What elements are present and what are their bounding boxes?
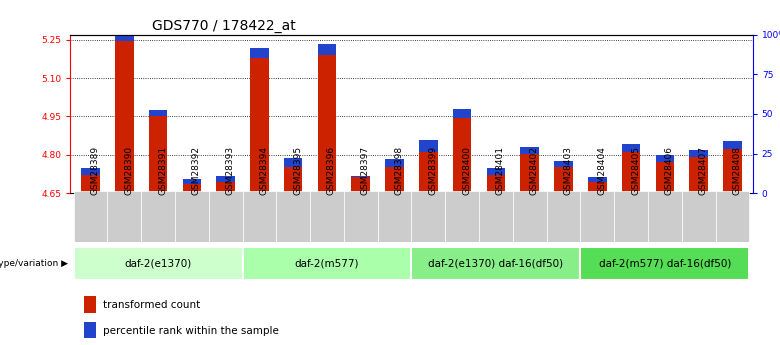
Bar	[520, 147, 539, 154]
Bar	[317, 55, 336, 193]
Bar	[149, 110, 168, 116]
FancyBboxPatch shape	[175, 191, 209, 242]
Bar	[555, 167, 573, 193]
FancyBboxPatch shape	[276, 191, 310, 242]
FancyBboxPatch shape	[344, 191, 378, 242]
Bar	[183, 184, 201, 193]
Text: GSM28394: GSM28394	[260, 147, 268, 196]
Text: GSM28400: GSM28400	[462, 147, 471, 196]
Text: GSM28402: GSM28402	[530, 147, 539, 196]
Text: daf-2(m577) daf-16(df50): daf-2(m577) daf-16(df50)	[599, 259, 731, 269]
FancyBboxPatch shape	[411, 191, 445, 242]
Bar	[216, 176, 235, 183]
Bar	[555, 161, 573, 167]
Text: transformed count: transformed count	[103, 300, 200, 310]
Bar	[622, 144, 640, 152]
FancyBboxPatch shape	[141, 191, 175, 242]
FancyBboxPatch shape	[310, 191, 344, 242]
Text: GSM28407: GSM28407	[699, 147, 707, 196]
Text: daf-2(m577): daf-2(m577)	[295, 259, 360, 269]
Bar	[284, 167, 303, 193]
Bar	[419, 152, 438, 193]
FancyBboxPatch shape	[479, 191, 512, 242]
Text: GSM28389: GSM28389	[90, 146, 100, 196]
Bar	[385, 167, 404, 193]
Text: GSM28392: GSM28392	[192, 147, 200, 196]
FancyBboxPatch shape	[209, 191, 243, 242]
FancyBboxPatch shape	[715, 191, 750, 242]
Bar	[250, 48, 268, 58]
Bar	[622, 152, 640, 193]
Bar	[453, 109, 471, 118]
Text: GSM28396: GSM28396	[327, 146, 336, 196]
Text: GSM28401: GSM28401	[496, 147, 505, 196]
FancyBboxPatch shape	[648, 191, 682, 242]
Bar	[317, 44, 336, 55]
Bar	[655, 162, 674, 193]
Bar	[453, 118, 471, 193]
FancyBboxPatch shape	[547, 191, 580, 242]
Bar	[690, 150, 708, 157]
FancyBboxPatch shape	[411, 247, 580, 280]
Text: GSM28405: GSM28405	[631, 147, 640, 196]
Bar	[588, 183, 607, 193]
FancyBboxPatch shape	[682, 191, 715, 242]
Text: daf-2(e1370) daf-16(df50): daf-2(e1370) daf-16(df50)	[428, 259, 563, 269]
Bar	[520, 154, 539, 193]
Bar	[690, 157, 708, 193]
Bar	[352, 176, 370, 177]
Text: GSM28404: GSM28404	[597, 147, 606, 196]
FancyBboxPatch shape	[614, 191, 648, 242]
Text: GSM28395: GSM28395	[293, 146, 302, 196]
Bar	[723, 149, 742, 193]
Text: GSM28398: GSM28398	[395, 146, 403, 196]
Bar	[284, 158, 303, 167]
Text: percentile rank within the sample: percentile rank within the sample	[103, 326, 278, 336]
Text: GDS770 / 178422_at: GDS770 / 178422_at	[152, 19, 296, 33]
FancyBboxPatch shape	[445, 191, 479, 242]
Text: GSM28397: GSM28397	[361, 146, 370, 196]
Bar	[419, 139, 438, 152]
Bar	[723, 141, 742, 149]
Bar	[81, 175, 100, 193]
Text: GSM28399: GSM28399	[428, 146, 438, 196]
Bar	[84, 322, 96, 338]
Bar	[250, 58, 268, 193]
Text: GSM28393: GSM28393	[225, 146, 235, 196]
Bar	[385, 159, 404, 167]
Bar	[183, 179, 201, 184]
Bar	[149, 116, 168, 193]
Text: GSM28406: GSM28406	[665, 147, 674, 196]
Bar	[487, 168, 505, 175]
FancyBboxPatch shape	[73, 191, 108, 242]
Bar	[655, 155, 674, 162]
FancyBboxPatch shape	[243, 247, 411, 280]
FancyBboxPatch shape	[73, 247, 243, 280]
Text: genotype/variation ▶: genotype/variation ▶	[0, 259, 68, 268]
Bar	[487, 175, 505, 193]
Bar	[115, 30, 133, 41]
Bar	[352, 177, 370, 193]
FancyBboxPatch shape	[378, 191, 411, 242]
FancyBboxPatch shape	[580, 247, 750, 280]
Bar	[84, 296, 96, 313]
Bar	[588, 177, 607, 183]
FancyBboxPatch shape	[243, 191, 276, 242]
FancyBboxPatch shape	[512, 191, 547, 242]
FancyBboxPatch shape	[580, 191, 614, 242]
Text: GSM28390: GSM28390	[124, 146, 133, 196]
Bar	[216, 183, 235, 193]
Text: GSM28391: GSM28391	[158, 146, 167, 196]
FancyBboxPatch shape	[108, 191, 141, 242]
Bar	[81, 168, 100, 175]
Text: daf-2(e1370): daf-2(e1370)	[125, 259, 192, 269]
Text: GSM28403: GSM28403	[563, 147, 573, 196]
Text: GSM28408: GSM28408	[732, 147, 742, 196]
Bar	[115, 41, 133, 193]
